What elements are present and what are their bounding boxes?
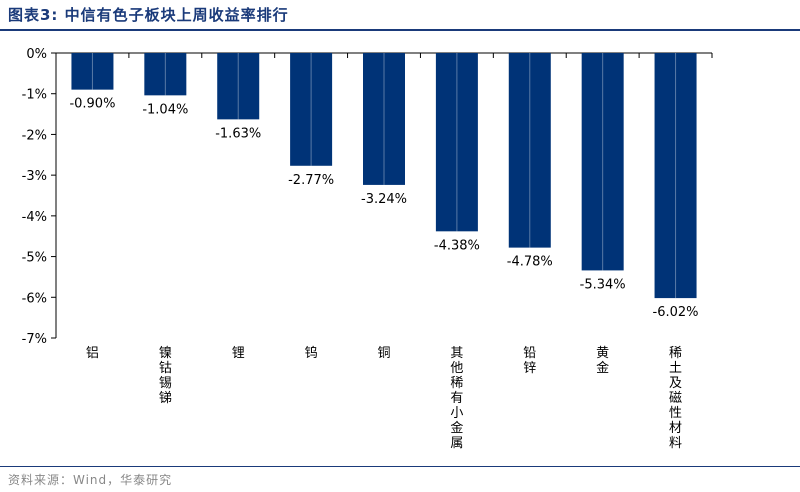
- category-label-char: 性: [669, 406, 682, 421]
- category-label-char: 镍: [159, 346, 172, 361]
- category-label-char: 料: [669, 436, 682, 451]
- y-tick-label: -3%: [22, 169, 47, 184]
- category-label-char: 土: [669, 361, 682, 376]
- category-label-char: 锑: [159, 391, 172, 406]
- data-label: -6.02%: [653, 305, 699, 320]
- data-label: -1.04%: [142, 102, 188, 117]
- category-label-char: 铅: [523, 346, 536, 361]
- category-label-char: 材: [669, 421, 682, 436]
- y-tick-label: -4%: [22, 210, 47, 225]
- category-label-char: 小: [450, 406, 463, 421]
- footer-rule: [0, 466, 800, 467]
- bar: [581, 53, 624, 271]
- category-label-char: 锌: [523, 361, 536, 376]
- category-label: 锂: [232, 346, 245, 361]
- category-label: 铜: [377, 346, 390, 361]
- category-label: 钨: [305, 345, 318, 361]
- y-tick-label: -1%: [22, 88, 47, 103]
- y-tick-label: 0%: [26, 47, 47, 62]
- figure-title: 图表3: 中信有色子板块上周收益率排行: [8, 6, 289, 24]
- category-label-char: 稀: [450, 376, 463, 391]
- category-label-char: 金: [450, 420, 463, 436]
- category-label-char: 稀: [669, 346, 682, 361]
- data-label: -4.38%: [434, 238, 480, 253]
- category-label: 铝: [86, 346, 99, 361]
- header-rule: [0, 29, 800, 31]
- category-label-char: 锂: [232, 346, 245, 361]
- bar: [290, 53, 333, 166]
- data-label: -4.78%: [507, 255, 553, 270]
- bar: [144, 53, 187, 96]
- bar: [508, 53, 551, 248]
- figure-header: 图表3: 中信有色子板块上周收益率排行: [0, 0, 800, 30]
- category-label-char: 其: [450, 346, 463, 361]
- category-label: 黄金: [596, 346, 609, 376]
- category-label-char: 磁: [669, 391, 682, 406]
- category-label-char: 及: [669, 376, 682, 391]
- bar: [71, 53, 114, 90]
- data-label: -5.34%: [580, 277, 626, 292]
- data-label: -3.24%: [361, 192, 407, 207]
- category-label-char: 钨: [305, 345, 318, 361]
- bar: [217, 53, 260, 120]
- category-label: 铅锌: [523, 346, 536, 376]
- bar: [435, 53, 478, 232]
- category-label-char: 有: [450, 391, 463, 406]
- data-label: -0.90%: [69, 97, 115, 112]
- category-label-char: 他: [450, 361, 463, 376]
- y-tick-label: -6%: [22, 291, 47, 306]
- category-label-char: 属: [450, 436, 463, 451]
- y-tick-label: -5%: [22, 251, 47, 266]
- category-label-char: 金: [596, 360, 609, 376]
- y-tick-label: -2%: [22, 128, 47, 143]
- y-tick-label: -7%: [22, 332, 47, 347]
- data-label: -1.63%: [215, 126, 261, 141]
- category-label-char: 黄: [596, 346, 609, 361]
- category-label-char: 铜: [377, 346, 390, 361]
- category-label-char: 锡: [159, 376, 172, 391]
- bar: [363, 53, 405, 185]
- category-label-char: 钴: [159, 361, 172, 376]
- source-note: 资料来源：Wind，华泰研究: [8, 473, 173, 487]
- bar: [654, 53, 697, 299]
- data-label: -2.77%: [288, 173, 334, 188]
- category-label-char: 铝: [86, 346, 99, 361]
